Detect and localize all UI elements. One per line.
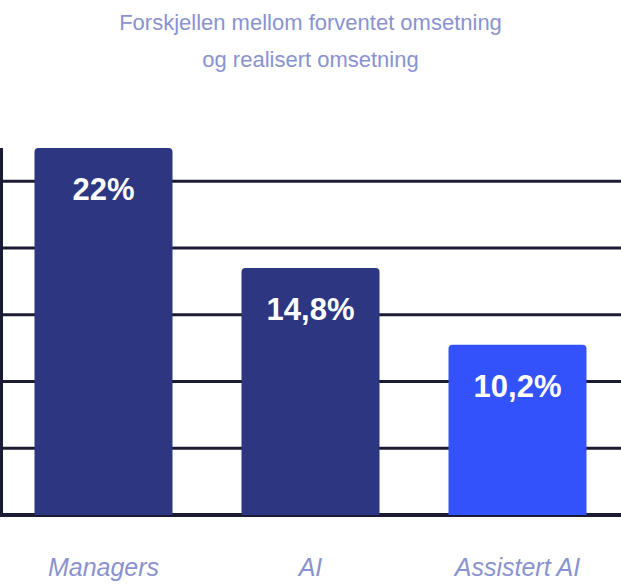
bars <box>35 148 587 515</box>
title: Forskjellen mellom forventet omsetning o… <box>116 4 506 78</box>
data-label: 14,8% <box>267 292 355 327</box>
data-label: 22% <box>72 172 134 207</box>
chart: 22% 14,8% 10,2% Managers AI Assistert AI <box>0 0 621 588</box>
category-label: Managers <box>48 553 159 581</box>
category-label: AI <box>297 553 323 581</box>
y-axis-line <box>0 148 3 515</box>
bar <box>242 268 380 515</box>
category-label: Assistert AI <box>453 553 581 581</box>
bar <box>449 345 587 515</box>
data-label: 10,2% <box>474 369 562 404</box>
bar <box>35 148 173 515</box>
title-wrap: Forskjellen mellom forventet omsetning o… <box>0 4 621 78</box>
